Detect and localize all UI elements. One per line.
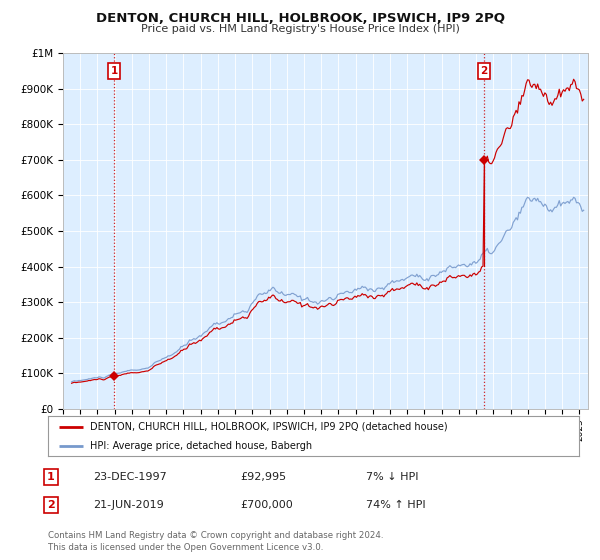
Text: Contains HM Land Registry data © Crown copyright and database right 2024.
This d: Contains HM Land Registry data © Crown c…: [48, 531, 383, 552]
Text: 21-JUN-2019: 21-JUN-2019: [93, 500, 164, 510]
Text: DENTON, CHURCH HILL, HOLBROOK, IPSWICH, IP9 2PQ (detached house): DENTON, CHURCH HILL, HOLBROOK, IPSWICH, …: [91, 422, 448, 432]
Text: 2: 2: [47, 500, 55, 510]
Text: 74% ↑ HPI: 74% ↑ HPI: [366, 500, 425, 510]
Text: 7% ↓ HPI: 7% ↓ HPI: [366, 472, 419, 482]
Text: Price paid vs. HM Land Registry's House Price Index (HPI): Price paid vs. HM Land Registry's House …: [140, 24, 460, 34]
Text: £92,995: £92,995: [240, 472, 286, 482]
Text: £700,000: £700,000: [240, 500, 293, 510]
Text: 23-DEC-1997: 23-DEC-1997: [93, 472, 167, 482]
Text: 1: 1: [110, 66, 118, 76]
Text: DENTON, CHURCH HILL, HOLBROOK, IPSWICH, IP9 2PQ: DENTON, CHURCH HILL, HOLBROOK, IPSWICH, …: [95, 12, 505, 25]
Text: HPI: Average price, detached house, Babergh: HPI: Average price, detached house, Babe…: [91, 441, 313, 451]
Text: 1: 1: [47, 472, 55, 482]
Text: 2: 2: [481, 66, 488, 76]
